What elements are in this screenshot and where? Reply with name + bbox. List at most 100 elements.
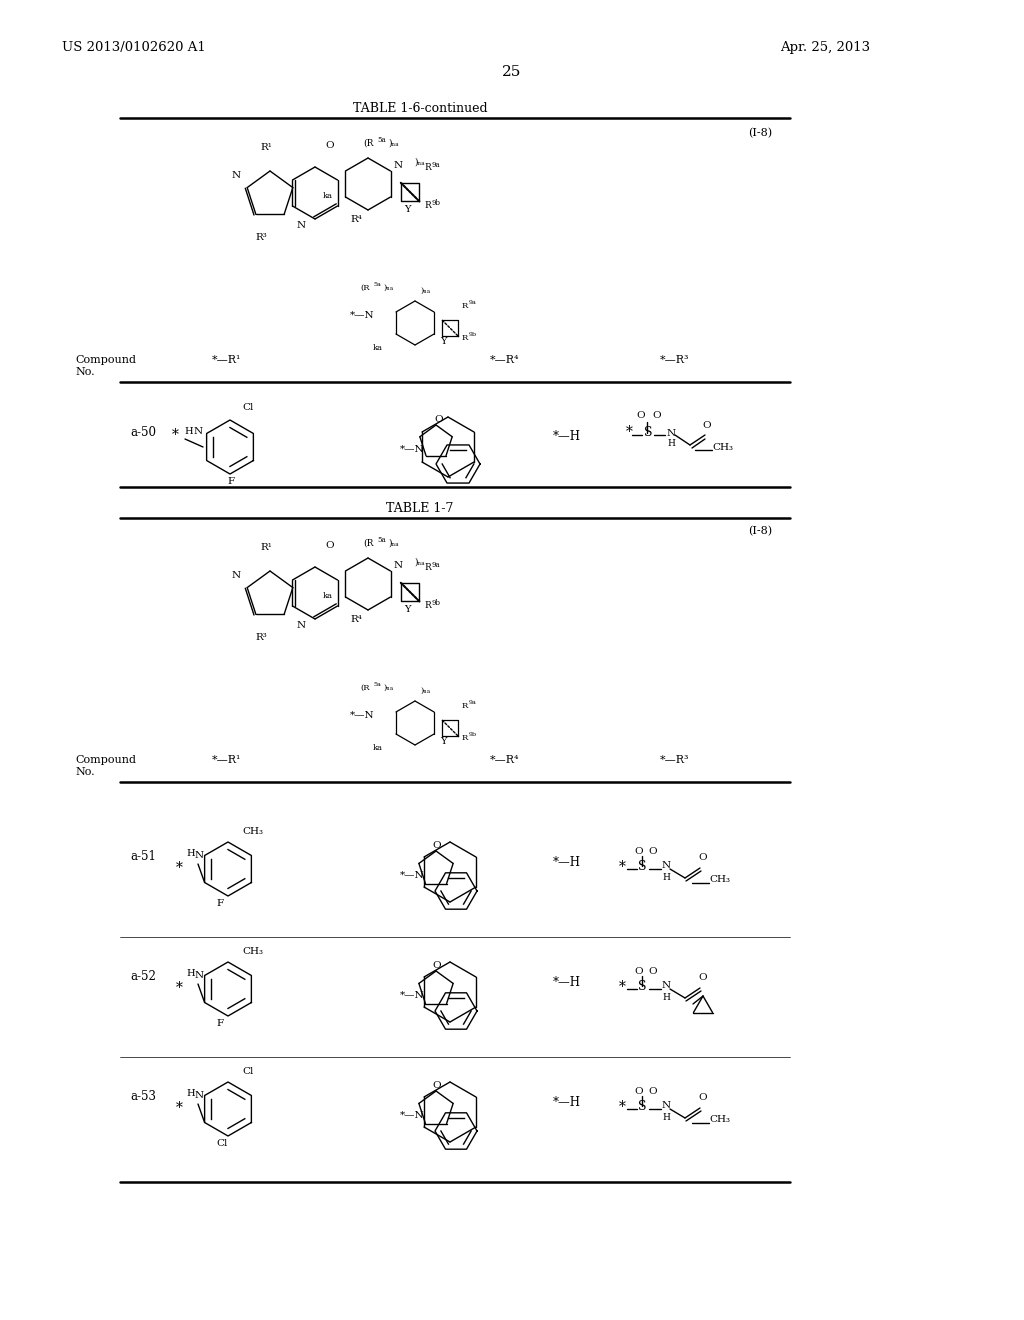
Text: 9b: 9b (469, 733, 477, 738)
Text: a-50: a-50 (130, 425, 156, 438)
Text: O: O (636, 412, 645, 421)
Text: R: R (424, 164, 431, 173)
Text: 25: 25 (503, 65, 521, 79)
Text: *: * (626, 425, 633, 440)
Text: O: O (634, 846, 643, 855)
Text: R: R (424, 202, 431, 210)
Text: )ₙₐ: )ₙₐ (388, 139, 398, 148)
Text: H: H (662, 993, 670, 1002)
Text: )ₙₐ: )ₙₐ (420, 686, 430, 696)
Text: 9a: 9a (432, 561, 440, 569)
Text: a-53: a-53 (130, 1090, 156, 1104)
Text: ka: ka (373, 744, 383, 752)
Text: *: * (176, 861, 183, 875)
Text: O: O (634, 1086, 643, 1096)
Text: )ₙₐ: )ₙₐ (414, 157, 425, 166)
Text: R: R (462, 734, 468, 742)
Text: *—H: *—H (553, 975, 581, 989)
Text: R⁴: R⁴ (350, 214, 361, 223)
Text: Compound: Compound (75, 355, 136, 366)
Text: (R: (R (360, 684, 370, 692)
Text: N: N (662, 982, 671, 990)
Text: *: * (618, 979, 626, 994)
Text: 5a: 5a (373, 682, 381, 688)
Text: O: O (648, 1086, 656, 1096)
Text: *—N: *—N (400, 446, 425, 454)
Text: O: O (433, 1081, 441, 1089)
Text: O: O (634, 966, 643, 975)
Text: *—R⁴: *—R⁴ (490, 355, 519, 366)
Text: R: R (424, 602, 431, 610)
Text: O: O (652, 412, 660, 421)
Text: H: H (186, 969, 195, 978)
Text: *—R¹: *—R¹ (212, 355, 242, 366)
Text: )ₙₐ: )ₙₐ (383, 284, 393, 292)
Text: (I-8): (I-8) (748, 525, 772, 536)
Text: No.: No. (75, 367, 94, 378)
Text: R³: R³ (255, 232, 266, 242)
Text: *—N: *—N (400, 871, 425, 880)
Text: N: N (394, 161, 403, 170)
Text: (R: (R (362, 539, 374, 548)
Text: F: F (216, 899, 223, 908)
Text: 9a: 9a (469, 301, 477, 305)
Text: S: S (644, 426, 652, 440)
Text: *: * (176, 981, 183, 995)
Text: Y: Y (440, 738, 446, 747)
Text: O: O (433, 961, 441, 969)
Text: Cl: Cl (216, 1139, 227, 1148)
Text: F: F (227, 478, 234, 487)
Text: )ₙₐ: )ₙₐ (414, 557, 425, 566)
Text: O: O (702, 421, 711, 429)
Text: *: * (618, 1100, 626, 1114)
Text: )ₙₐ: )ₙₐ (383, 684, 393, 692)
Text: N: N (394, 561, 403, 570)
Text: S: S (638, 1100, 646, 1113)
Text: US 2013/0102620 A1: US 2013/0102620 A1 (62, 41, 206, 54)
Text: TABLE 1-7: TABLE 1-7 (386, 502, 454, 515)
Text: N: N (195, 1092, 204, 1101)
Text: Y: Y (404, 206, 411, 214)
Text: )ₙₐ: )ₙₐ (420, 286, 430, 294)
Text: ka: ka (323, 191, 333, 201)
Text: N: N (195, 851, 204, 861)
Text: R³: R³ (255, 632, 266, 642)
Text: 5a: 5a (377, 136, 386, 144)
Text: *—R³: *—R³ (660, 755, 689, 766)
Text: 9a: 9a (469, 701, 477, 705)
Text: *—H: *—H (553, 1096, 581, 1109)
Text: CH₃: CH₃ (242, 948, 263, 957)
Text: S: S (638, 979, 646, 993)
Text: *—H: *—H (553, 855, 581, 869)
Text: N: N (232, 570, 241, 579)
Text: H: H (667, 440, 675, 449)
Text: S: S (638, 859, 646, 873)
Text: No.: No. (75, 767, 94, 777)
Text: N: N (667, 429, 676, 437)
Text: Y: Y (404, 606, 411, 615)
Text: Cl: Cl (242, 403, 253, 412)
Text: O: O (325, 140, 334, 149)
Text: (R: (R (360, 284, 370, 292)
Text: 5a: 5a (373, 282, 381, 288)
Text: N: N (662, 862, 671, 870)
Text: H: H (662, 873, 670, 882)
Text: N: N (232, 170, 241, 180)
Text: R: R (462, 702, 468, 710)
Text: O: O (435, 414, 443, 424)
Text: R: R (424, 564, 431, 573)
Text: O: O (698, 974, 707, 982)
Text: 9b: 9b (432, 599, 441, 607)
Text: F: F (216, 1019, 223, 1028)
Text: CH₃: CH₃ (709, 875, 730, 884)
Text: R¹: R¹ (260, 543, 272, 552)
Text: (I-8): (I-8) (748, 128, 772, 139)
Text: CH₃: CH₃ (242, 828, 263, 837)
Text: N: N (195, 972, 204, 981)
Text: N: N (297, 222, 306, 231)
Text: )ₙₐ: )ₙₐ (388, 539, 398, 548)
Text: Y: Y (440, 338, 446, 346)
Text: *—R⁴: *—R⁴ (490, 755, 519, 766)
Text: ka: ka (373, 345, 383, 352)
Text: 5a: 5a (377, 536, 386, 544)
